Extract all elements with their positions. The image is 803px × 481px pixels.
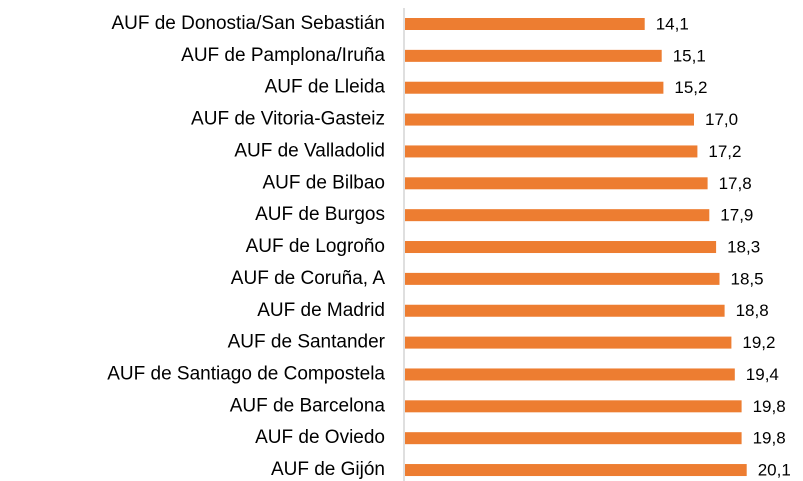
bar (405, 336, 732, 349)
value-label: 18,5 (731, 269, 764, 288)
category-label: AUF de Bilbao (262, 172, 385, 193)
bar (405, 241, 717, 254)
bar (405, 49, 662, 62)
category-label: AUF de Santiago de Compostela (107, 363, 385, 384)
value-label: 17,2 (708, 142, 741, 161)
value-label: 17,9 (720, 206, 753, 225)
bar (405, 209, 710, 222)
category-label: AUF de Donostia/San Sebastián (111, 13, 385, 34)
bar (405, 464, 747, 477)
bar (405, 400, 742, 413)
category-label: AUF de Lleida (265, 77, 386, 98)
bar (405, 272, 720, 285)
bar (405, 368, 735, 381)
value-label: 19,2 (742, 333, 775, 352)
category-label: AUF de Valladolid (234, 140, 385, 161)
value-label: 17,0 (705, 110, 738, 129)
category-label: AUF de Vitoria-Gasteiz (191, 109, 385, 130)
category-label: AUF de Oviedo (255, 427, 385, 448)
value-label: 20,1 (758, 461, 791, 480)
bar (405, 177, 708, 190)
category-label: AUF de Burgos (255, 204, 385, 225)
value-label: 19,8 (753, 429, 786, 448)
bar (405, 432, 742, 445)
bar (405, 113, 694, 126)
category-label: AUF de Pamplona/Iruña (181, 45, 385, 66)
value-label: 15,2 (674, 78, 707, 97)
value-label: 19,8 (753, 397, 786, 416)
value-label: 18,8 (736, 301, 769, 320)
category-label: AUF de Logroño (246, 236, 385, 257)
bar (405, 145, 698, 158)
bar (405, 304, 725, 317)
category-label: AUF de Gijón (271, 459, 385, 480)
value-label: 19,4 (746, 365, 779, 384)
category-label: AUF de Barcelona (230, 395, 386, 416)
value-label: 18,3 (727, 238, 760, 257)
bar (405, 18, 645, 30)
category-label: AUF de Santander (228, 332, 386, 353)
category-label: AUF de Coruña, A (231, 268, 386, 289)
value-label: 17,8 (719, 174, 752, 193)
category-label: AUF de Madrid (257, 300, 385, 321)
value-label: 14,1 (656, 14, 689, 33)
bar (405, 81, 664, 94)
value-label: 15,1 (673, 46, 706, 65)
